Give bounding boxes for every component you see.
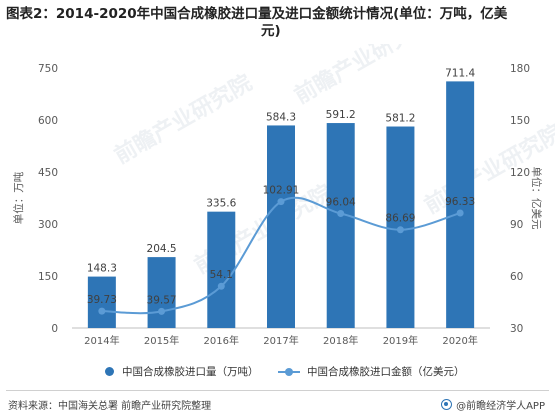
x-tick-label: 2018年 [323, 334, 358, 347]
bar [87, 276, 116, 328]
x-tick-label: 2017年 [263, 334, 298, 347]
bar-series [87, 81, 475, 329]
line-point [396, 226, 404, 234]
chart-legend: 中国合成橡胶进口量（万吨） 中国合成橡胶进口金额（亿美元） [0, 356, 555, 386]
line-point [337, 210, 345, 218]
line-value-label: 86.69 [385, 213, 415, 225]
bar [147, 257, 176, 328]
line-series [98, 196, 464, 315]
data-labels: 148.3 204.5 335.6 584.3 591.2 581.2 711.4 39.73… [87, 67, 476, 306]
line-point [277, 198, 285, 206]
bar-value-label: 584.3 [266, 111, 296, 123]
line-value-label: 96.04 [326, 197, 356, 209]
bar-value-label: 711.4 [445, 67, 475, 79]
line-point [217, 282, 225, 290]
legend-bar-swatch [105, 367, 114, 376]
y2-tick-label: 120 [510, 167, 530, 179]
bar-value-label: 591.2 [326, 109, 356, 121]
y-tick-label: 300 [38, 219, 58, 231]
bar-value-label: 204.5 [147, 243, 177, 255]
legend-item-volume: 中国合成橡胶进口量（万吨） [105, 364, 259, 379]
bar [267, 125, 295, 329]
line-point [158, 307, 166, 315]
chart-title-line2: 元) [261, 23, 281, 39]
chart-title-line1: 图表2：2014-2020年中国合成橡胶进口量及进口金额统计情况(单位：万吨，亿… [6, 6, 508, 22]
line-value-label: 96.33 [445, 196, 475, 208]
legend-item-value: 中国合成橡胶进口金额（亿美元） [278, 364, 465, 379]
bar [326, 123, 355, 329]
y2-tick-label: 60 [510, 271, 523, 283]
x-tick-label: 2014年 [84, 334, 119, 347]
chart-title: 图表2：2014-2020年中国合成橡胶进口量及进口金额统计情况(单位：万吨，亿… [6, 6, 551, 40]
y-tick-label: 750 [38, 63, 58, 75]
line-value-label: 54.1 [210, 269, 233, 281]
brand-credit-text: @前瞻经济学人APP [456, 401, 545, 412]
watermark-text: 前瞻产业研究院 [290, 44, 436, 109]
x-tick-label: 2016年 [204, 334, 239, 347]
bar-value-label: 581.2 [385, 113, 415, 125]
y-axis-title: 单位：万吨 [12, 171, 25, 224]
y2-axis-title: 单位：亿美元 [530, 167, 543, 230]
legend-label-volume: 中国合成橡胶进口量（万吨） [122, 366, 259, 378]
bar-value-label: 148.3 [87, 263, 117, 275]
brand-credit: @前瞻经济学人APP [441, 397, 545, 412]
legend-line-swatch [278, 367, 300, 376]
line-value-label: 102.91 [263, 185, 300, 197]
x-tick-label: 2015年 [144, 334, 179, 347]
bar-value-label: 335.6 [206, 198, 236, 210]
footer: 资料来源：中国海关总署 前瞻产业研究院整理 @前瞻经济学人APP [0, 390, 555, 420]
bar [207, 211, 236, 328]
y2-tick-label: 30 [510, 323, 523, 335]
legend-label-value: 中国合成橡胶进口金额（亿美元） [307, 366, 465, 378]
bar [446, 81, 475, 328]
y-tick-label: 600 [38, 115, 58, 127]
y-tick-label: 0 [51, 323, 58, 335]
source-note: 资料来源：中国海关总署 前瞻产业研究院整理 [8, 401, 212, 412]
line-point [98, 307, 106, 315]
y2-tick-label: 90 [510, 219, 523, 231]
line-value-label: 39.57 [147, 294, 177, 306]
y2-tick-label: 150 [510, 115, 530, 127]
y2-tick-label: 180 [510, 63, 530, 75]
line-value-label: 39.73 [87, 294, 117, 306]
y-tick-label: 450 [38, 167, 58, 179]
footer-divider [6, 390, 549, 391]
watermark-text: 前瞻产业研究院 [110, 70, 256, 170]
x-tick-label: 2019年 [383, 334, 418, 347]
brand-logo-icon [441, 399, 453, 410]
y-tick-label: 150 [38, 271, 58, 283]
x-tick-label: 2020年 [442, 334, 477, 347]
line-point [456, 209, 464, 217]
